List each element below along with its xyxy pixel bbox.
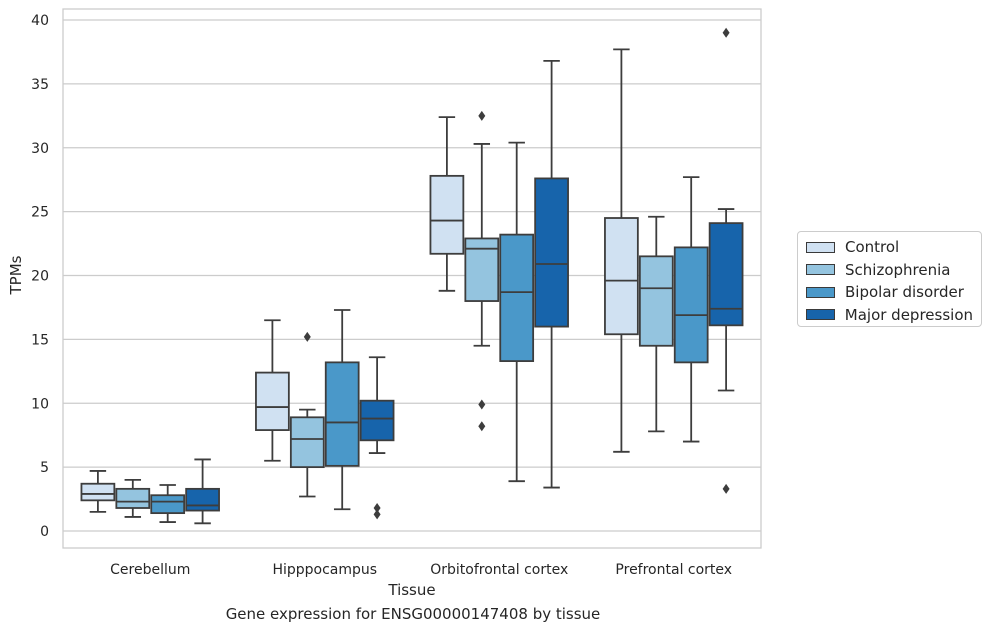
figure-caption: Gene expression for ENSG00000147408 by t… [225,605,601,623]
legend-swatch [806,241,835,253]
legend-swatch [806,264,835,276]
box-major-depression [359,356,395,520]
box-control [255,319,290,462]
box-iqr [499,233,535,362]
box-iqr [534,177,569,328]
outlier-point [722,483,730,494]
legend-label: Schizophrenia [845,260,951,279]
box-iqr [708,222,744,327]
box-iqr [429,174,465,255]
box-iqr [185,487,220,512]
x-tick-label: Cerebellum [110,562,190,578]
legend-label: Bipolar disorder [845,283,964,302]
y-tick-label: 15 [31,332,49,348]
legend-swatch [806,309,835,321]
x-axis-label: Tissue [387,581,435,599]
box-iqr [115,487,151,509]
box-iqr [255,371,290,431]
legend-item: Schizophrenia [806,259,973,282]
box-major-depression [708,27,744,494]
box-bipolar-disorder [499,141,535,483]
legend-item: Control [806,236,973,259]
x-tick-label: Prefrontal cortex [615,562,732,578]
box-schizophrenia [289,331,325,498]
box-iqr [359,399,395,442]
x-tick-label: Orbitofrontal cortex [430,562,568,578]
box-control [80,470,116,513]
x-tick-label: Hipppocampus [272,562,377,578]
y-tick-label: 40 [31,13,49,29]
box-iqr [150,494,186,515]
box-schizophrenia [115,478,151,518]
y-tick-label: 20 [31,269,49,285]
box-iqr [289,416,325,469]
box-bipolar-disorder [673,176,709,443]
x-tick-labels: Cerebellum Hipppocampus Orbitofrontal cort… [110,562,732,578]
outlier-point [478,421,486,432]
box-major-depression [534,59,569,489]
box-control [604,48,639,453]
box-control [429,116,465,292]
outlier-point [722,27,730,38]
box-iqr [638,255,674,347]
y-tick-labels: 0 5 10 15 20 25 30 35 40 [31,13,49,540]
box-iqr [80,482,116,502]
grid-lines [63,19,761,532]
outlier-point [478,110,486,121]
box-iqr [673,246,709,364]
box-iqr [604,217,639,336]
outlier-point [373,503,381,514]
box-major-depression [185,458,220,525]
legend: Control Schizophrenia Bipolar disorder Majo… [797,231,982,327]
y-tick-label: 25 [31,205,49,221]
box-bipolar-disorder [324,309,360,511]
y-tick-label: 35 [31,77,49,93]
box-groups [80,27,744,525]
legend-item: Bipolar disorder [806,281,973,304]
outlier-point [478,399,486,410]
plot-frame [62,8,762,549]
outlier-point [373,509,381,520]
outlier-point [303,331,311,342]
y-tick-label: 30 [31,141,49,157]
box-bipolar-disorder [150,484,186,523]
legend-label: Major depression [844,305,973,324]
y-axis-label: TPMs [7,255,25,295]
legend-item: Major depression [806,304,973,327]
legend-label: Control [845,238,900,257]
legend-swatch [806,286,835,298]
box-iqr [324,361,360,467]
box-schizophrenia [638,215,674,433]
y-tick-label: 0 [40,524,49,540]
y-tick-label: 5 [40,460,49,476]
y-tick-label: 10 [31,396,49,412]
box-schizophrenia [464,110,500,432]
